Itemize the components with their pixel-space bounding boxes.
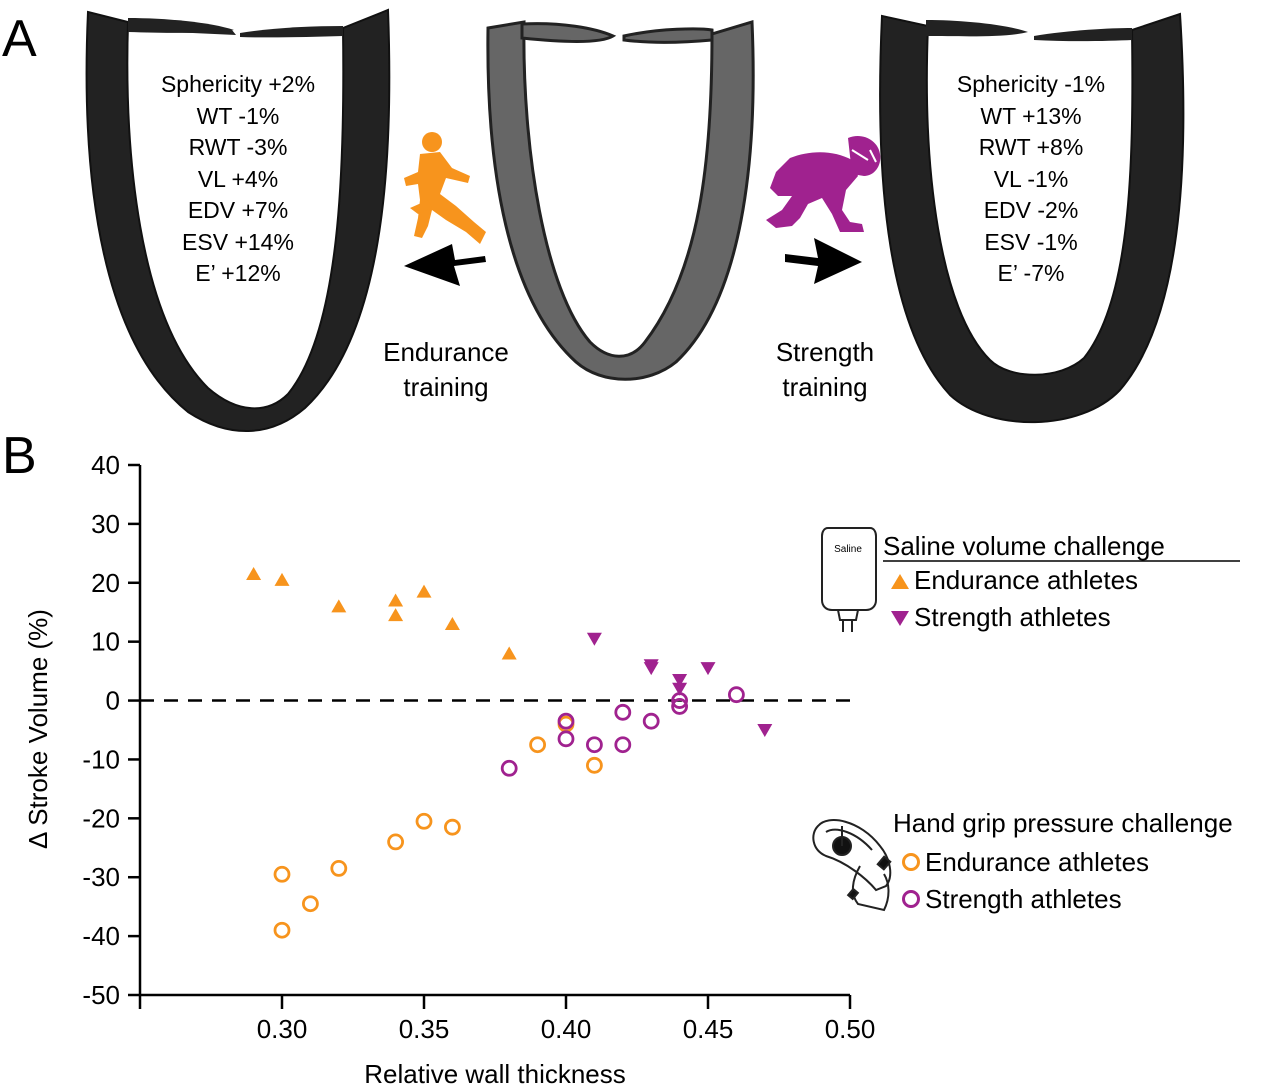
- data-point-circle: [586, 756, 603, 774]
- legend-label-strength-handgrip: Strength athletes: [925, 884, 1122, 914]
- y-axis: 40 30 20 10 0 -10 -20 -30 -40 -50: [82, 450, 142, 1010]
- y-tick-label: -40: [82, 921, 120, 951]
- data-point-circle: [586, 736, 603, 754]
- y-tick-label: -20: [82, 803, 120, 833]
- y-tick-label: -50: [82, 980, 120, 1010]
- data-point-triangle-up: [388, 593, 404, 607]
- legend-marker-strength-handgrip: [902, 890, 920, 908]
- y-tick-label: -10: [82, 744, 120, 774]
- scatter-plot: 40 30 20 10 0 -10 -20 -30 -40 -50 0.30 0.35 0.40 0.4…: [82, 450, 875, 1044]
- strength-caption-line1: Strength: [776, 337, 874, 367]
- endurance-stat: RWT -3%: [189, 134, 288, 160]
- data-point-triangle-up: [274, 572, 290, 586]
- strength-stats: Sphericity -1% WT +13% RWT +8% VL -1% ED…: [957, 71, 1105, 286]
- x-axis-title: Relative wall thickness: [364, 1059, 626, 1089]
- data-point-circle: [614, 703, 632, 721]
- data-point-triangle-up: [246, 566, 262, 580]
- data-point-circle: [415, 812, 433, 830]
- endurance-stat: EDV +7%: [188, 197, 288, 223]
- data-point-triangle-down: [757, 724, 773, 737]
- y-tick-label: 0: [106, 686, 120, 716]
- legend-label-strength-saline: Strength athletes: [914, 602, 1111, 632]
- endurance-caption-line1: Endurance: [383, 337, 509, 367]
- data-point-triangle-up: [388, 608, 404, 622]
- data-point-triangle-up: [331, 599, 347, 613]
- data-point-triangle-down: [672, 673, 688, 687]
- data-point-triangle-down: [700, 662, 716, 676]
- x-tick-label: 0.40: [541, 1014, 592, 1044]
- arrow-left-icon: [404, 244, 486, 286]
- data-point-circle: [557, 712, 575, 730]
- data-point-triangle-up: [444, 617, 460, 630]
- legend-label-endurance-saline: Endurance athletes: [914, 565, 1138, 595]
- strength-stat: EDV -2%: [984, 197, 1079, 223]
- data-point-circle: [330, 859, 348, 877]
- strength-caption-line2: training: [782, 372, 867, 402]
- x-tick-label: 0.35: [399, 1014, 450, 1044]
- y-tick-label: 40: [91, 450, 120, 480]
- endurance-stats: Sphericity +2% WT -1% RWT -3% VL +4% EDV…: [161, 71, 315, 286]
- panel-a-letter: A: [2, 10, 37, 68]
- legend-handgrip-title: Hand grip pressure challenge: [893, 808, 1233, 838]
- x-tick-label: 0.45: [683, 1014, 734, 1044]
- data-point-circle: [614, 736, 632, 754]
- data-point-circle: [387, 833, 405, 851]
- endurance-stat: WT -1%: [197, 103, 280, 129]
- strength-stat: RWT +8%: [979, 134, 1084, 160]
- strength-stat: ESV -1%: [984, 229, 1077, 255]
- data-point-circle: [273, 865, 291, 883]
- y-tick-label: 20: [91, 568, 120, 598]
- y-tick-label: 10: [91, 627, 120, 657]
- data-point-circle: [500, 759, 518, 777]
- data-points: [246, 566, 773, 939]
- data-point-circle: [671, 692, 688, 709]
- x-tick-label: 0.50: [825, 1014, 876, 1044]
- x-axis: 0.30 0.35 0.40 0.45 0.50: [138, 993, 876, 1044]
- data-point-circle: [671, 698, 688, 715]
- saline-bag-icon: [821, 527, 877, 632]
- data-point-circle: [443, 818, 461, 836]
- arrow-right-icon: [785, 238, 862, 284]
- data-point-circle: [557, 730, 575, 748]
- data-point-triangle-down: [643, 662, 659, 676]
- saline-bag-label: Saline: [834, 544, 862, 555]
- y-tick-label: 30: [91, 509, 120, 539]
- data-point-circle: [301, 895, 319, 913]
- data-point-circle: [273, 921, 291, 939]
- endurance-stat: ESV +14%: [182, 229, 294, 255]
- strength-stat: WT +13%: [980, 103, 1081, 129]
- y-tick-label: -30: [82, 862, 120, 892]
- endurance-caption-line2: training: [403, 372, 488, 402]
- data-point-circle: [728, 686, 745, 704]
- strength-heart: [879, 12, 1185, 424]
- strength-stat: VL -1%: [994, 166, 1069, 192]
- strength-stat: E’ -7%: [998, 260, 1065, 286]
- data-point-triangle-up: [501, 646, 517, 660]
- data-point-triangle-down: [672, 682, 688, 696]
- endurance-stat: VL +4%: [198, 166, 278, 192]
- strength-stat: Sphericity -1%: [957, 71, 1105, 97]
- football-lineman-icon: [766, 135, 881, 232]
- data-point-triangle-down: [586, 632, 602, 646]
- legend-saline-title: Saline volume challenge: [883, 531, 1165, 561]
- panel-b-letter: B: [2, 427, 37, 485]
- legend-marker-endurance-handgrip: [902, 853, 920, 871]
- data-point-circle: [642, 712, 660, 730]
- legend-marker-strength-saline: [891, 611, 909, 626]
- data-point-circle: [529, 736, 546, 754]
- x-tick-label: 0.30: [257, 1014, 308, 1044]
- y-axis-title: Δ Stroke Volume (%): [23, 609, 53, 849]
- hand-grip-icon: [812, 819, 892, 912]
- endurance-stat: E’ +12%: [195, 260, 280, 286]
- endurance-heart: [85, 8, 391, 432]
- legend-label-endurance-handgrip: Endurance athletes: [925, 847, 1149, 877]
- legend-marker-endurance-saline: [891, 574, 909, 589]
- runner-icon: [404, 132, 486, 244]
- data-point-triangle-up: [416, 584, 432, 598]
- baseline-heart: [486, 20, 755, 381]
- endurance-stat: Sphericity +2%: [161, 71, 315, 97]
